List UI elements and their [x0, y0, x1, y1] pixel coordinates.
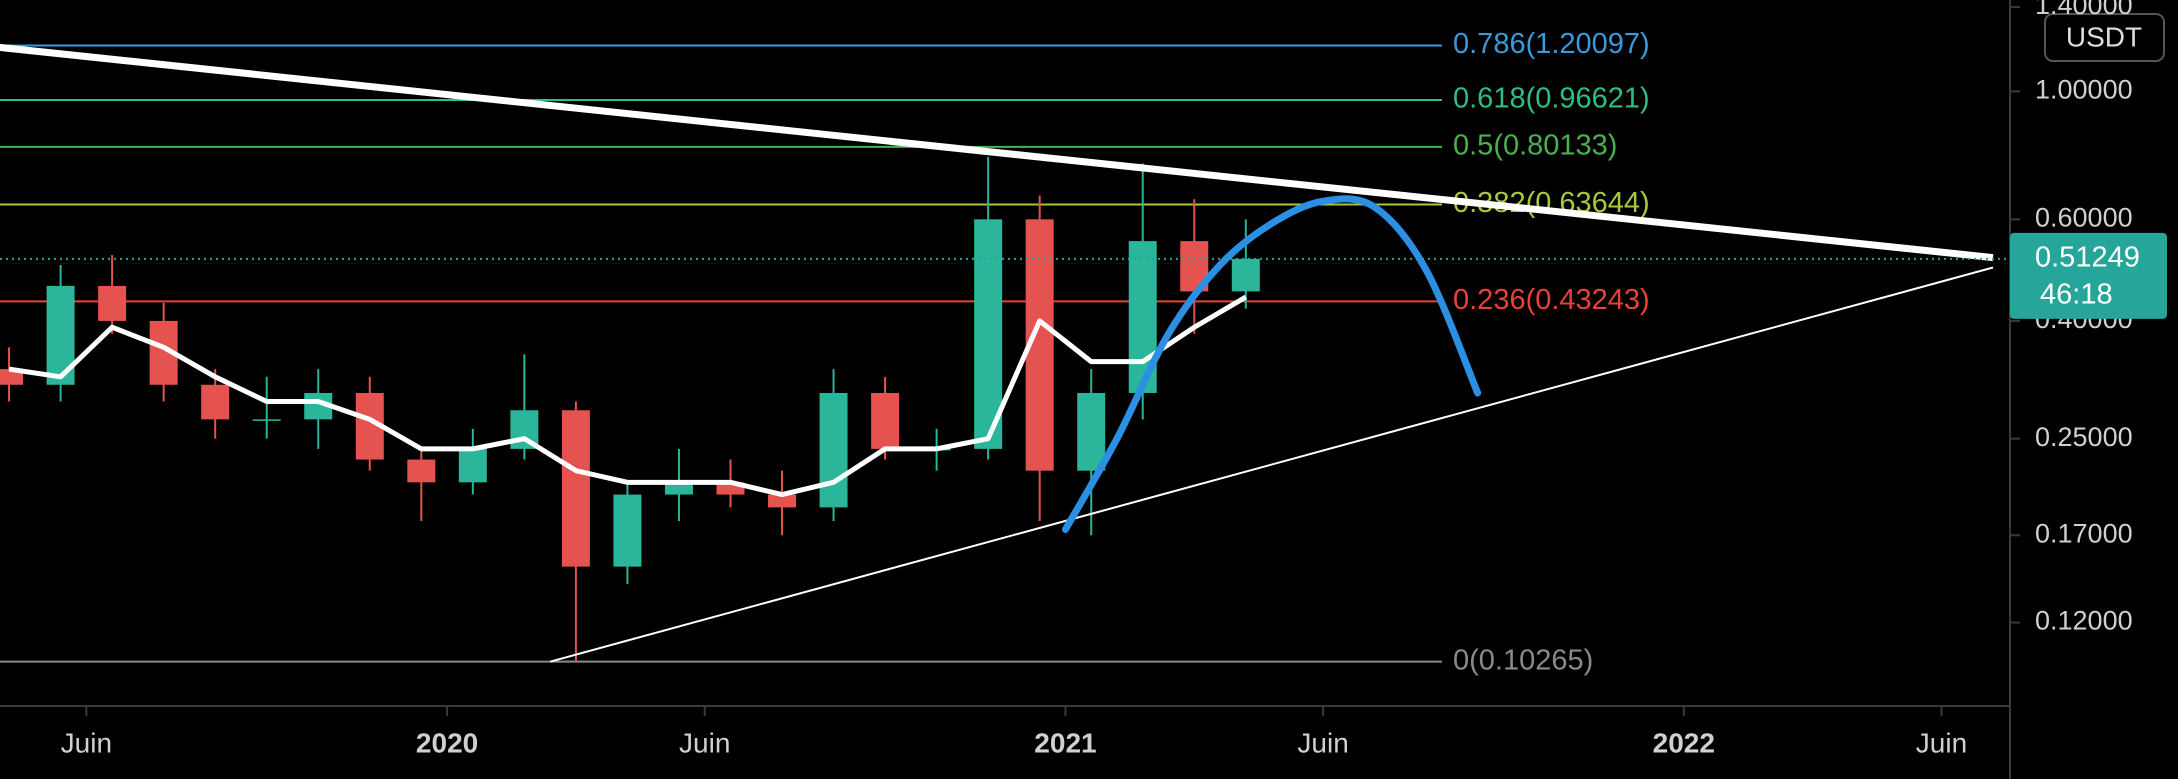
- fib-label: 0.786(1.20097): [1453, 28, 1650, 60]
- y-tick-label: 1.40000: [2035, 0, 2133, 20]
- candle-body: [664, 482, 693, 495]
- trendline: [549, 266, 1994, 663]
- x-tick-label: 2022: [1653, 727, 1715, 758]
- fib-label: 0.618(0.96621): [1453, 83, 1650, 115]
- quote-label[interactable]: USDT: [2066, 21, 2142, 52]
- candle-body: [974, 219, 1003, 449]
- candle-body: [252, 419, 281, 421]
- fib-label: 0.5(0.80133): [1453, 129, 1617, 161]
- candle-body: [819, 392, 848, 508]
- x-tick-label: 2021: [1034, 727, 1096, 758]
- y-tick-label: 1.00000: [2035, 74, 2133, 104]
- x-tick-label: Juin: [61, 727, 112, 758]
- fib-label: 0(0.10265): [1453, 644, 1593, 676]
- x-tick-label: Juin: [1297, 727, 1348, 758]
- y-tick-label: 0.12000: [2035, 606, 2133, 636]
- fib-label: 0.236(0.43243): [1453, 284, 1650, 316]
- candle-body: [768, 494, 797, 508]
- candle-body: [201, 384, 230, 420]
- candle-body: [98, 285, 127, 321]
- moving-average: [8, 294, 1248, 498]
- candle-body: [458, 448, 487, 483]
- y-tick-label: 0.60000: [2035, 202, 2133, 232]
- y-tick-label: 0.25000: [2035, 422, 2133, 452]
- trendline: [0, 43, 1994, 262]
- plot-area: 0.786(1.20097) 0.618(0.96621) 0.5(0.80133)…: [0, 28, 2010, 676]
- candle-body: [0, 369, 24, 385]
- y-tick-label: 0.17000: [2035, 518, 2133, 548]
- candle-body: [871, 392, 900, 449]
- x-tick-label: Juin: [679, 727, 730, 758]
- x-tick-label: 2020: [416, 727, 478, 758]
- last-price-badge: [2010, 232, 2167, 319]
- candle-body: [613, 494, 642, 567]
- quote-button[interactable]: [2044, 13, 2165, 62]
- candle-body: [407, 459, 436, 483]
- candle-body: [1077, 392, 1106, 471]
- candle-body: [1231, 258, 1260, 292]
- candle-body: [561, 410, 590, 567]
- x-tick-label: Juin: [1916, 727, 1967, 758]
- projection-arc: [1061, 195, 1482, 533]
- countdown-label: 46:18: [2040, 278, 2113, 310]
- last-price-label: 0.51249: [2035, 241, 2140, 273]
